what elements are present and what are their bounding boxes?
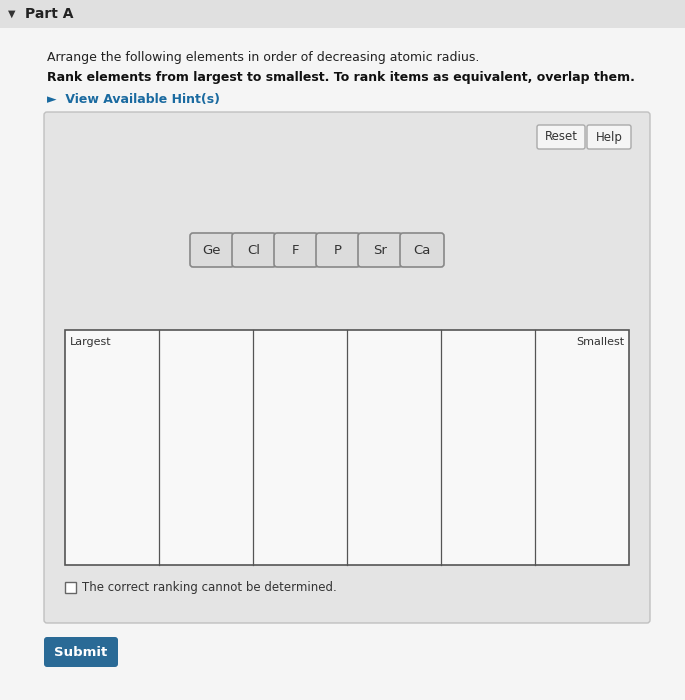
Text: Rank elements from largest to smallest. To rank items as equivalent, overlap the: Rank elements from largest to smallest. …	[47, 71, 635, 85]
Text: ▼: ▼	[8, 9, 16, 19]
FancyBboxPatch shape	[587, 125, 631, 149]
Text: Part A: Part A	[25, 7, 73, 21]
FancyBboxPatch shape	[537, 125, 585, 149]
Text: Submit: Submit	[54, 645, 108, 659]
FancyBboxPatch shape	[400, 233, 444, 267]
Text: Largest: Largest	[70, 337, 112, 347]
Text: The correct ranking cannot be determined.: The correct ranking cannot be determined…	[82, 580, 337, 594]
FancyBboxPatch shape	[232, 233, 276, 267]
Text: P: P	[334, 244, 342, 256]
Text: ►  View Available Hint(s): ► View Available Hint(s)	[47, 94, 220, 106]
Text: Ge: Ge	[203, 244, 221, 256]
Text: Cl: Cl	[247, 244, 260, 256]
Bar	[65, 330, 629, 565]
Text: Ca: Ca	[413, 244, 431, 256]
Text: F: F	[292, 244, 300, 256]
Text: Arrange the following elements in order of decreasing atomic radius.: Arrange the following elements in order …	[47, 50, 480, 64]
Text: Reset: Reset	[545, 130, 577, 143]
FancyBboxPatch shape	[316, 233, 360, 267]
FancyBboxPatch shape	[358, 233, 402, 267]
Text: Sr: Sr	[373, 244, 387, 256]
Text: Smallest: Smallest	[576, 337, 624, 347]
FancyBboxPatch shape	[274, 233, 318, 267]
Bar	[0, 0, 685, 28]
Text: Help: Help	[595, 130, 623, 143]
FancyBboxPatch shape	[44, 112, 650, 623]
FancyBboxPatch shape	[44, 637, 118, 667]
Bar	[65, 582, 76, 592]
FancyBboxPatch shape	[190, 233, 234, 267]
